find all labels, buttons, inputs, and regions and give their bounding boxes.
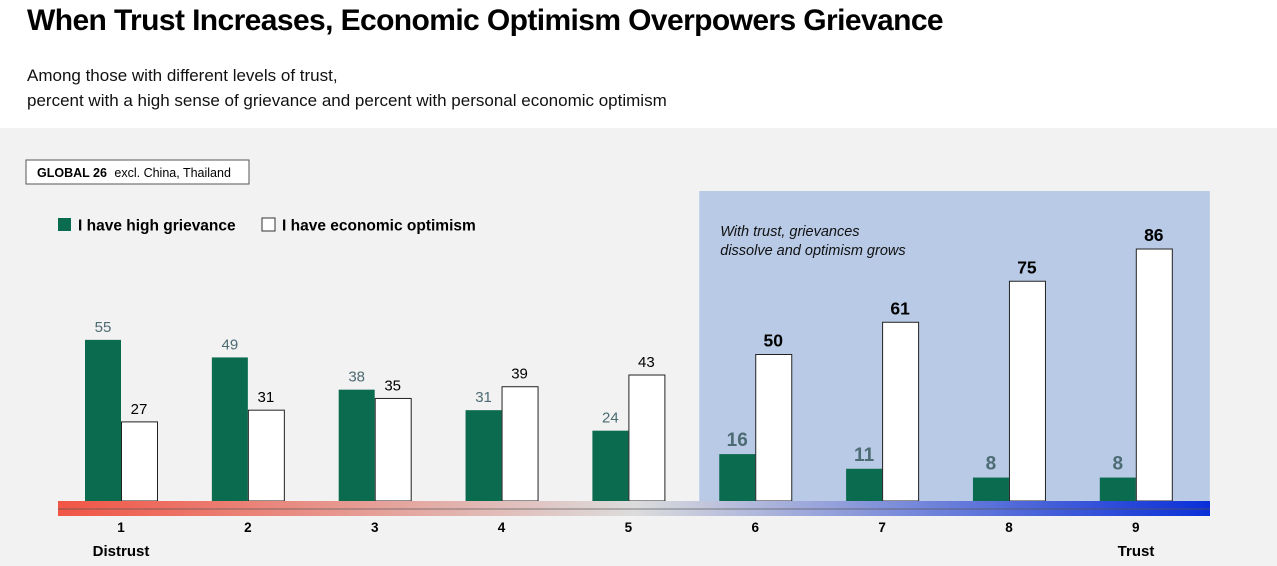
subtitle-line-2: percent with a high sense of grievance a… xyxy=(27,91,667,110)
bar-optimism-6 xyxy=(755,354,793,502)
tick-label-3: 3 xyxy=(371,520,379,535)
bar-grievance-9 xyxy=(1099,477,1136,501)
tick-label-6: 6 xyxy=(751,520,759,535)
bar-optimism-3 xyxy=(374,397,412,502)
axis-end-label-trust: Trust xyxy=(1118,543,1155,560)
tick-label-7: 7 xyxy=(878,520,886,535)
bar-grievance-5 xyxy=(592,430,629,501)
value-label-grievance-5: 24 xyxy=(602,410,619,427)
value-label-grievance-1: 55 xyxy=(95,319,112,336)
legend-swatch-grievance xyxy=(58,218,71,231)
value-label-optimism-6: 50 xyxy=(764,331,784,351)
value-label-optimism-2: 31 xyxy=(258,389,275,406)
bar-optimism-1 xyxy=(121,421,158,502)
legend-label-optimism: I have economic optimism xyxy=(282,218,476,235)
axis-end-label-distrust: Distrust xyxy=(93,543,150,560)
bars-group xyxy=(85,248,1173,502)
value-label-grievance-3: 38 xyxy=(348,369,365,386)
highlight-annotation-line-2: dissolve and optimism grows xyxy=(720,243,905,259)
bar-optimism-4 xyxy=(501,386,539,502)
value-label-grievance-4: 31 xyxy=(475,389,492,406)
bar-optimism-8 xyxy=(1008,280,1046,502)
svg-text:GLOBAL 26 excl. China, T: GLOBAL 26 excl. China, Thailand xyxy=(37,166,231,180)
bar-grievance-2 xyxy=(211,357,248,501)
tick-label-5: 5 xyxy=(625,520,633,535)
sample-badge: GLOBAL 26 excl. China, Thailand xyxy=(25,159,250,185)
value-label-optimism-4: 39 xyxy=(511,366,528,383)
value-label-optimism-8: 75 xyxy=(1017,257,1037,277)
value-label-grievance-6: 16 xyxy=(727,430,748,451)
bar-grievance-1 xyxy=(85,339,121,501)
tick-labels-group: 1 2 3 4 5 6 7 8 9 xyxy=(117,520,1139,535)
tick-label-9: 9 xyxy=(1132,520,1140,535)
bar-grievance-6 xyxy=(719,454,756,501)
tick-label-4: 4 xyxy=(498,520,506,535)
legend: I have high grievance I have economic op… xyxy=(58,217,476,235)
bar-grievance-8 xyxy=(972,477,1009,501)
tick-label-1: 1 xyxy=(117,520,125,535)
bar-optimism-5 xyxy=(628,374,666,502)
value-label-optimism-9: 86 xyxy=(1144,225,1164,245)
value-label-grievance-9: 8 xyxy=(1113,454,1124,475)
value-label-grievance-2: 49 xyxy=(222,336,239,353)
bar-optimism-2 xyxy=(247,409,285,502)
value-label-grievance-7: 11 xyxy=(854,445,875,466)
highlight-annotation-line-1: With trust, grievances xyxy=(720,224,859,240)
tick-label-2: 2 xyxy=(244,520,252,535)
badge-bold-text: GLOBAL 26 xyxy=(37,166,107,180)
value-labels-group: 55 27 49 31 38 35 31 39 24 43 16 50 11 61 8 75 8 86 xyxy=(95,225,1164,475)
value-label-optimism-7: 61 xyxy=(890,298,910,318)
bar-optimism-9 xyxy=(1135,248,1173,502)
bar-grievance-7 xyxy=(846,468,883,501)
bar-grievance-3 xyxy=(338,389,375,501)
bar-grievance-4 xyxy=(465,410,502,501)
page-subtitle: Among those with different levels of tru… xyxy=(27,63,667,113)
page-title: When Trust Increases, Economic Optimism … xyxy=(27,4,944,37)
value-label-optimism-5: 43 xyxy=(638,354,655,371)
value-label-optimism-3: 35 xyxy=(384,377,401,394)
value-label-grievance-8: 8 xyxy=(986,454,997,475)
bar-optimism-7 xyxy=(882,321,920,502)
subtitle-line-1: Among those with different levels of tru… xyxy=(27,66,338,85)
badge-rest-text: excl. China, Thailand xyxy=(114,166,231,180)
legend-swatch-optimism xyxy=(261,217,276,232)
value-label-optimism-1: 27 xyxy=(131,401,148,418)
tick-label-8: 8 xyxy=(1005,520,1013,535)
legend-label-grievance: I have high grievance xyxy=(78,218,236,235)
